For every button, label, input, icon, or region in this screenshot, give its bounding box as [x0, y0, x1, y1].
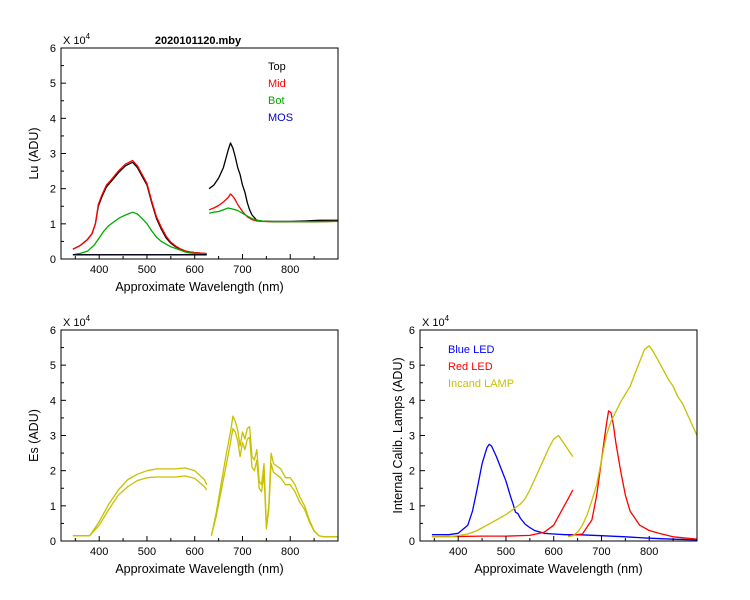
es-x-tick-label: 500 — [138, 546, 156, 558]
es-y-axis-label: Es (ADU) — [27, 409, 41, 462]
lu-series-mid-2 — [72, 159, 207, 255]
lamps-y-tick-label: 0 — [409, 536, 415, 548]
lu-series-top-1 — [208, 142, 338, 223]
lamps-x-tick-label: 700 — [592, 546, 610, 558]
lamps-y-tick-label: 1 — [409, 501, 415, 513]
lu-y-tick-label: 3 — [50, 149, 56, 161]
es-series-es-upper-0 — [72, 467, 208, 537]
lamps-y-tick-label: 3 — [409, 431, 415, 443]
lu-legend-top: Top — [268, 61, 286, 73]
es-y-multiplier-base: X 10 — [63, 317, 86, 329]
lamps-y-axis-label: Internal Calib. Lamps (ADU) — [391, 357, 405, 513]
lamps-series-incand-lamp-3 — [431, 434, 574, 538]
lamps-legend-blue-led: Blue LED — [448, 344, 495, 356]
lamps-x-tick-label: 600 — [545, 546, 563, 558]
es-y-tick-label: 0 — [50, 536, 56, 548]
es-y-tick-label: 4 — [50, 395, 56, 407]
es-series-group — [72, 415, 338, 538]
lu-x-tick-label: 700 — [233, 264, 251, 276]
lu-series-bot-5 — [208, 207, 338, 223]
lu-series-top-0 — [72, 161, 207, 255]
lu-y-multiplier: X 104 — [63, 32, 91, 47]
lamps-legend-red-led: Red LED — [448, 361, 493, 373]
lamps-y-multiplier-exponent: 4 — [445, 314, 450, 323]
es-y-tick-label: 5 — [50, 360, 56, 372]
es-y-tick-label: 3 — [50, 431, 56, 443]
lu-x-tick-label: 800 — [281, 264, 299, 276]
lu-legend-mid: Mid — [268, 78, 286, 90]
lamps-x-tick-label: 400 — [449, 546, 467, 558]
lu-y-multiplier-exponent: 4 — [86, 32, 91, 41]
es-series-es-lower-3 — [210, 427, 338, 538]
lamps-x-tick-label: 500 — [497, 546, 515, 558]
lu-y-tick-label: 6 — [50, 43, 56, 55]
lamps-y-tick-label: 5 — [409, 360, 415, 372]
lu-series-group — [72, 142, 338, 256]
es-y-multiplier-exponent: 4 — [86, 314, 91, 323]
lamps-series-incand-lamp-4 — [567, 345, 697, 538]
lamps-x-axis-label: Approximate Wavelength (nm) — [474, 562, 642, 576]
lamps-y-tick-label: 4 — [409, 395, 415, 407]
lu-x-tick-label: 400 — [90, 264, 108, 276]
es-x-tick-label: 800 — [281, 546, 299, 558]
lamps-y-multiplier: X 104 — [422, 314, 450, 329]
lu-x-axis-label: Approximate Wavelength (nm) — [115, 280, 283, 294]
lu-y-tick-label: 4 — [50, 113, 56, 125]
es-plot-frame — [60, 329, 339, 542]
lamps-y-tick-label: 2 — [409, 466, 415, 478]
es-y-tick-label: 2 — [50, 466, 56, 478]
es-y-tick-label: 1 — [50, 501, 56, 513]
lu-y-tick-label: 1 — [50, 219, 56, 231]
lamps-series-red-led-1 — [431, 489, 574, 538]
lu-y-multiplier-base: X 10 — [63, 35, 86, 47]
lu-plot-frame — [60, 47, 339, 260]
lamps-y-multiplier-base: X 10 — [422, 317, 445, 329]
es-x-tick-label: 400 — [90, 546, 108, 558]
es-series-es-lower-1 — [72, 475, 208, 537]
es-x-tick-label: 700 — [233, 546, 251, 558]
lamps-series-red-led-2 — [568, 410, 697, 540]
es-y-tick-label: 6 — [50, 325, 56, 337]
lamps-legend-incand-lamp: Incand LAMP — [448, 378, 514, 390]
lamps-series-group — [431, 345, 697, 541]
lu-series-bot-4 — [72, 211, 207, 256]
lu-x-tick-label: 600 — [186, 264, 204, 276]
es-x-tick-label: 600 — [186, 546, 204, 558]
lu-chart-title: 2020101120.mby — [155, 35, 242, 47]
lu-chart: 2020101120.mby 400 500 600 700 800 0 1 2 3 4 5 6 X 1… — [27, 32, 339, 294]
es-y-multiplier: X 104 — [63, 314, 91, 329]
lamps-y-tick-label: 6 — [409, 325, 415, 337]
lamps-series-blue-led-0 — [431, 443, 697, 541]
lu-y-tick-label: 5 — [50, 78, 56, 90]
lu-y-tick-label: 0 — [50, 254, 56, 266]
lu-x-tick-label: 500 — [138, 264, 156, 276]
lu-y-axis-label: Lu (ADU) — [27, 127, 41, 179]
lamps-x-tick-label: 800 — [640, 546, 658, 558]
es-series-es-upper-2 — [210, 415, 338, 538]
lu-legend-mos: MOS — [268, 112, 293, 124]
lu-y-tick-label: 2 — [50, 184, 56, 196]
es-x-axis-label: Approximate Wavelength (nm) — [115, 562, 283, 576]
lu-legend-bot: Bot — [268, 95, 285, 107]
